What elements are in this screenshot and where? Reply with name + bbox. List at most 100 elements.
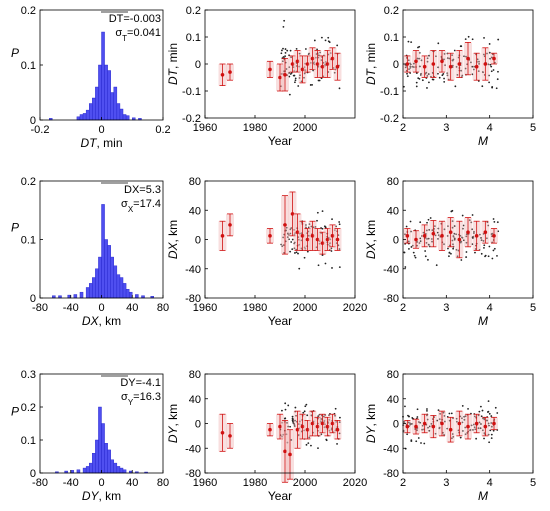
x-axis-unit: , km (99, 489, 122, 503)
scatter-point (337, 244, 340, 247)
scatter-point (490, 70, 493, 73)
scatter-point (407, 240, 410, 243)
scatter-point (289, 232, 292, 235)
scatter-point (307, 226, 310, 229)
scatter-point (407, 40, 410, 43)
histogram-bar (113, 265, 118, 299)
scatter-point (460, 69, 463, 72)
y-tick-label: 40 (387, 394, 399, 406)
scatter-point (478, 233, 481, 236)
y-axis-label: DY, km (166, 404, 180, 443)
scatter-point (428, 228, 431, 231)
scatter-point (443, 243, 445, 246)
histogram-bar (113, 86, 118, 121)
histogram-bar (79, 114, 84, 121)
scatter-point (333, 71, 336, 74)
scatter-point (486, 221, 489, 224)
y-axis-label: P (11, 405, 19, 419)
y-axis-label: DY, km (364, 404, 378, 443)
histogram-bar (88, 462, 93, 474)
x-tick-label: -80 (32, 302, 48, 314)
x-axis-label: DT, min (80, 136, 122, 150)
scatter-point (431, 240, 433, 243)
y-tick-label: 0.2 (21, 402, 36, 414)
scatter-point (479, 427, 482, 430)
scatter-point (323, 225, 326, 228)
mean-point (483, 424, 488, 429)
scatter-point (290, 241, 293, 243)
scatter-point (294, 252, 296, 254)
scatter-point (336, 443, 338, 445)
scatter-point (450, 252, 452, 255)
scatter-point (427, 426, 429, 429)
x-axis-var: DX (82, 314, 100, 328)
scatter-point (457, 429, 460, 432)
scatter-point (415, 440, 418, 443)
scatter-point (415, 81, 418, 84)
stat-sigma: σT=0.041 (115, 27, 161, 43)
scatter-point (316, 219, 318, 222)
scatter-point (288, 75, 291, 78)
panel-dx-m: 2 3 4 5 -80 -40 0 40 80 M DX, km (364, 176, 536, 328)
scatter-point (403, 85, 405, 88)
mean-point (440, 421, 444, 426)
scatter-point (298, 238, 300, 241)
scatter-point (298, 243, 301, 246)
scatter-point (410, 41, 413, 44)
scatter-point (473, 65, 476, 68)
scatter-point (438, 76, 441, 79)
scatter-point (427, 243, 430, 246)
y-tick-label: -80 (185, 468, 201, 480)
scatter-point (452, 243, 454, 246)
scatter-point (455, 420, 458, 423)
scatter-point (465, 251, 468, 253)
mean-point (300, 234, 305, 238)
scatter-point (303, 429, 306, 432)
y-tick-label: -0.1 (182, 86, 201, 98)
scatter-point (464, 433, 467, 436)
scatter-point (461, 74, 464, 77)
scatter-point (471, 243, 474, 246)
mean-point (414, 237, 418, 242)
scatter-point (490, 437, 493, 439)
stat-sigma: σX=17.4 (121, 198, 161, 214)
scatter-point (284, 402, 287, 405)
histogram-bar (107, 245, 111, 299)
scatter-point (313, 61, 316, 64)
scatter-point (451, 209, 454, 212)
scatter-point (451, 59, 454, 62)
y-axis-var: DT (166, 67, 180, 85)
mean-point (330, 421, 335, 426)
scatter-point (327, 36, 330, 39)
mean-point (268, 427, 272, 432)
mean-point (330, 234, 335, 238)
scatter-point (446, 427, 449, 430)
scatter-point (469, 429, 471, 432)
histogram-bar (98, 256, 102, 299)
scatter-point (290, 439, 293, 441)
scatter-point (489, 429, 492, 432)
scatter-point (285, 68, 288, 70)
scatter-point (406, 75, 409, 78)
mean-point (268, 234, 272, 238)
x-axis-var: DY (82, 489, 100, 503)
histogram-bar (101, 204, 105, 299)
scatter-point (478, 421, 481, 424)
scatter-point (297, 423, 300, 425)
x-axis-label: M (478, 489, 488, 503)
scatter-point (328, 244, 331, 247)
mean-point (440, 59, 444, 64)
scatter-point (297, 252, 299, 255)
scatter-point (492, 249, 495, 252)
mean-point (405, 424, 410, 429)
y-tick-label: 0.1 (21, 60, 36, 72)
scatter-point (293, 70, 296, 72)
y-tick-label: -40 (185, 443, 201, 455)
scatter-point (472, 68, 475, 71)
scatter-point (456, 255, 459, 258)
scatter-point (282, 236, 285, 239)
y-tick-label: -0.2 (182, 113, 201, 125)
mean-point (457, 237, 462, 242)
scatter-point (488, 245, 491, 248)
